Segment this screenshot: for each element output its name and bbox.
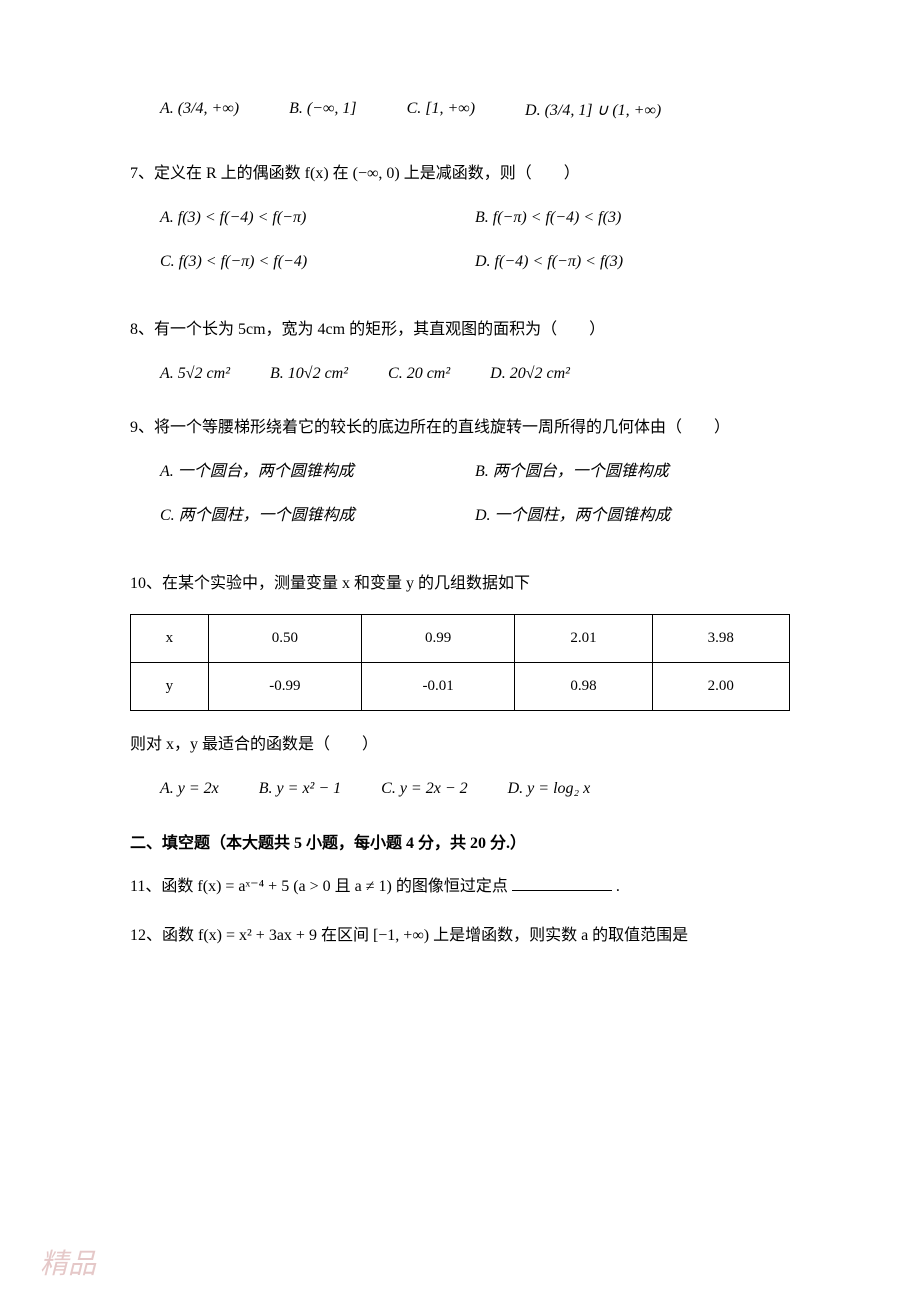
q11-blank xyxy=(512,890,612,891)
table-cell: 0.50 xyxy=(208,615,361,663)
q9-option-d: D. 一个圆柱，两个圆锥构成 xyxy=(475,502,790,531)
table-cell: -0.99 xyxy=(208,663,361,711)
q8-option-a: A. 5√2 cm² xyxy=(160,360,230,389)
q12-text: 12、函数 f(x) = x² + 3ax + 9 在区间 [−1, +∞) 上… xyxy=(130,927,688,944)
q10-option-b: B. y = x² − 1 xyxy=(259,775,341,804)
q7-option-b: B. f(−π) < f(−4) < f(3) xyxy=(475,204,790,233)
q10-subtext: 则对 x，y 最适合的函数是（ ） xyxy=(130,731,790,760)
question-9: 9、将一个等腰梯形绕着它的较长的底边所在的直线旋转一周所得的几何体由（ ） A.… xyxy=(130,414,790,545)
table-cell: y xyxy=(131,663,209,711)
q8-options: A. 5√2 cm² B. 10√2 cm² C. 20 cm² D. 20√2… xyxy=(130,360,790,389)
q10-options: A. y = 2x B. y = x² − 1 C. y = 2x − 2 D.… xyxy=(130,775,790,804)
table-cell: 2.00 xyxy=(652,663,789,711)
q8-option-d: D. 20√2 cm² xyxy=(490,360,570,389)
q6-option-b: B. (−∞, 1] xyxy=(289,100,357,120)
section-2-title: 二、填空题（本大题共 5 小题，每小题 4 分，共 20 分.） xyxy=(130,829,790,853)
q6-option-c: C. [1, +∞) xyxy=(407,100,475,120)
question-12: 12、函数 f(x) = x² + 3ax + 9 在区间 [−1, +∞) 上… xyxy=(130,922,790,951)
table-row: x 0.50 0.99 2.01 3.98 xyxy=(131,615,790,663)
table-cell: 0.99 xyxy=(362,615,515,663)
q10-option-c: C. y = 2x − 2 xyxy=(381,775,467,804)
q6-option-d: D. (3/4, 1] ∪ (1, +∞) xyxy=(525,100,661,120)
q9-option-a: A. 一个圆台，两个圆锥构成 xyxy=(160,458,475,487)
table-cell: x xyxy=(131,615,209,663)
q7-text: 7、定义在 R 上的偶函数 f(x) 在 (−∞, 0) 上是减函数，则（ ） xyxy=(130,160,790,189)
q9-option-b: B. 两个圆台，一个圆锥构成 xyxy=(475,458,790,487)
q7-options: A. f(3) < f(−4) < f(−π) B. f(−π) < f(−4)… xyxy=(130,204,790,292)
table-cell: 0.98 xyxy=(515,663,652,711)
q9-option-c: C. 两个圆柱，一个圆锥构成 xyxy=(160,502,475,531)
table-row: y -0.99 -0.01 0.98 2.00 xyxy=(131,663,790,711)
q8-option-c: C. 20 cm² xyxy=(388,360,450,389)
q8-text: 8、有一个长为 5cm，宽为 4cm 的矩形，其直观图的面积为（ ） xyxy=(130,316,790,345)
q6-option-a: A. (3/4, +∞) xyxy=(160,100,239,120)
question-8: 8、有一个长为 5cm，宽为 4cm 的矩形，其直观图的面积为（ ） A. 5√… xyxy=(130,316,790,389)
table-cell: 3.98 xyxy=(652,615,789,663)
table-cell: 2.01 xyxy=(515,615,652,663)
question-11: 11、函数 f(x) = aˣ⁻⁴ + 5 (a > 0 且 a ≠ 1) 的图… xyxy=(130,873,790,902)
q11-text-after: . xyxy=(616,878,620,895)
q10-data-table: x 0.50 0.99 2.01 3.98 y -0.99 -0.01 0.98… xyxy=(130,614,790,711)
q10-text: 10、在某个实验中，测量变量 x 和变量 y 的几组数据如下 xyxy=(130,570,790,599)
q9-text: 9、将一个等腰梯形绕着它的较长的底边所在的直线旋转一周所得的几何体由（ ） xyxy=(130,414,790,443)
q8-option-b: B. 10√2 cm² xyxy=(270,360,348,389)
q7-option-d: D. f(−4) < f(−π) < f(3) xyxy=(475,248,790,277)
q11-text-before: 11、函数 f(x) = aˣ⁻⁴ + 5 (a > 0 且 a ≠ 1) 的图… xyxy=(130,878,508,895)
q9-options: A. 一个圆台，两个圆锥构成 B. 两个圆台，一个圆锥构成 C. 两个圆柱，一个… xyxy=(130,458,790,546)
q7-option-a: A. f(3) < f(−4) < f(−π) xyxy=(160,204,475,233)
table-cell: -0.01 xyxy=(362,663,515,711)
q10-option-d: D. y = log₂ x xyxy=(508,775,591,804)
q6-options: A. (3/4, +∞) B. (−∞, 1] C. [1, +∞) D. (3… xyxy=(130,100,790,120)
q7-option-c: C. f(3) < f(−π) < f(−4) xyxy=(160,248,475,277)
watermark: 精品 xyxy=(40,1242,96,1282)
q10-option-a: A. y = 2x xyxy=(160,775,219,804)
question-10: 10、在某个实验中，测量变量 x 和变量 y 的几组数据如下 x 0.50 0.… xyxy=(130,570,790,803)
question-7: 7、定义在 R 上的偶函数 f(x) 在 (−∞, 0) 上是减函数，则（ ） … xyxy=(130,160,790,291)
